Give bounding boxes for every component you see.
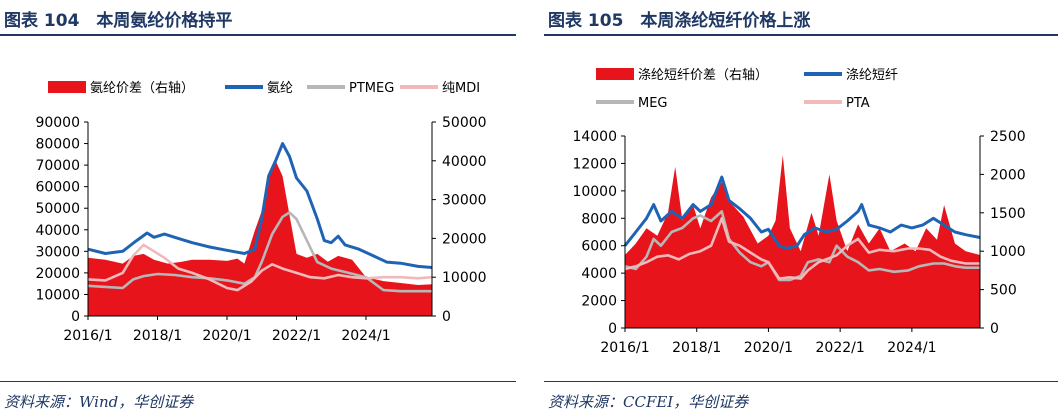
y-right-tick-label: 40000: [442, 154, 487, 170]
title-rule: [544, 34, 1058, 36]
legend-label: PTMEG: [349, 81, 394, 96]
y-right-tick-label: 10000: [442, 270, 487, 286]
chart-source: 资料来源：CCFEI，华创证券: [548, 393, 749, 411]
chart-title: 图表 104 本周氨纶价格持平: [4, 11, 233, 31]
y-left-tick-label: 12000: [572, 156, 617, 172]
legend-label: 氨纶价差（右轴）: [90, 81, 194, 96]
y-right-tick-label: 20000: [442, 231, 487, 247]
legend-swatch: [48, 81, 86, 93]
chart-panel-polyester: 图表 105 本周涤纶短纤价格上涨 0 2000 4000 6000 8000 10000…: [544, 0, 1058, 415]
y-right-tick-label: 1500: [990, 206, 1026, 222]
y-left-tick-label: 80000: [35, 137, 80, 153]
series-line-1: [623, 175, 981, 250]
legend-label: MEG: [638, 96, 668, 111]
legend-label: 纯MDI: [442, 81, 480, 96]
y-left-tick-label: 0: [71, 309, 80, 325]
legend-swatch: [596, 68, 634, 80]
x-tick-label: 2022/1: [272, 328, 321, 344]
y-left-tick-label: 8000: [581, 211, 617, 227]
y-left-tick-label: 10000: [572, 184, 617, 200]
y-right-tick-label: 500: [990, 283, 1017, 299]
series-line-3: [87, 243, 433, 292]
y-left-tick-label: 40000: [35, 223, 80, 239]
series-area-spread: [625, 155, 980, 328]
x-tick-label: 2018/1: [672, 340, 721, 356]
x-tick-label: 2020/1: [744, 340, 793, 356]
x-tick-label: 2022/1: [816, 340, 865, 356]
chart-panel-spandex: 图表 104 本周氨纶价格持平 0 10000 20000 30000 40000 500…: [0, 0, 516, 415]
chart-source: 资料来源：Wind，华创证券: [4, 393, 194, 411]
legend-label: 氨纶: [267, 81, 293, 96]
y-left-tick-label: 6000: [581, 239, 617, 255]
x-tick-label: 2024/1: [341, 328, 390, 344]
y-right-tick-label: 0: [442, 309, 451, 325]
y-left-tick-label: 0: [608, 321, 617, 337]
title-rule: [0, 34, 516, 36]
x-tick-label: 2024/1: [887, 340, 936, 356]
chart-spandex: 0 10000 20000 30000 40000 50000 60000 70000 8000…: [35, 81, 487, 344]
series-line-2: [87, 211, 432, 293]
y-right-tick-label: 2500: [990, 129, 1026, 145]
y-left-tick-label: 4000: [581, 266, 617, 282]
y-left-tick-label: 20000: [35, 266, 80, 282]
source-rule: [544, 381, 1058, 382]
series-line-3: [624, 217, 980, 280]
y-left-tick-label: 10000: [35, 287, 80, 303]
x-tick-label: 2016/1: [63, 328, 112, 344]
y-left-tick-label: 60000: [35, 180, 80, 196]
chart-title: 图表 105 本周涤纶短纤价格上涨: [548, 11, 811, 31]
x-tick-label: 2016/1: [600, 340, 649, 356]
y-right-tick-label: 50000: [442, 115, 487, 131]
chart-polyester: 0 2000 4000 6000 8000 10000 12000 14000 0 500 1000…: [572, 68, 1026, 356]
source-rule: [0, 381, 516, 382]
x-tick-label: 2020/1: [202, 328, 251, 344]
series-line-1: [87, 142, 433, 269]
y-left-tick-label: 2000: [581, 294, 617, 310]
x-tick-label: 2018/1: [133, 328, 182, 344]
y-left-tick-label: 70000: [35, 158, 80, 174]
legend-label: 涤纶短纤: [846, 68, 898, 83]
legend-label: 涤纶短纤价差（右轴）: [638, 68, 768, 83]
y-left-tick-label: 30000: [35, 244, 80, 260]
series-line-2: [624, 210, 980, 282]
legend-label: PTA: [846, 96, 870, 111]
y-left-tick-label: 14000: [572, 129, 617, 145]
y-right-tick-label: 2000: [990, 167, 1026, 183]
y-left-tick-label: 50000: [35, 201, 80, 217]
y-right-tick-label: 1000: [990, 244, 1026, 260]
y-right-tick-label: 30000: [442, 193, 487, 209]
y-left-tick-label: 90000: [35, 115, 80, 131]
y-right-tick-label: 0: [990, 321, 999, 337]
